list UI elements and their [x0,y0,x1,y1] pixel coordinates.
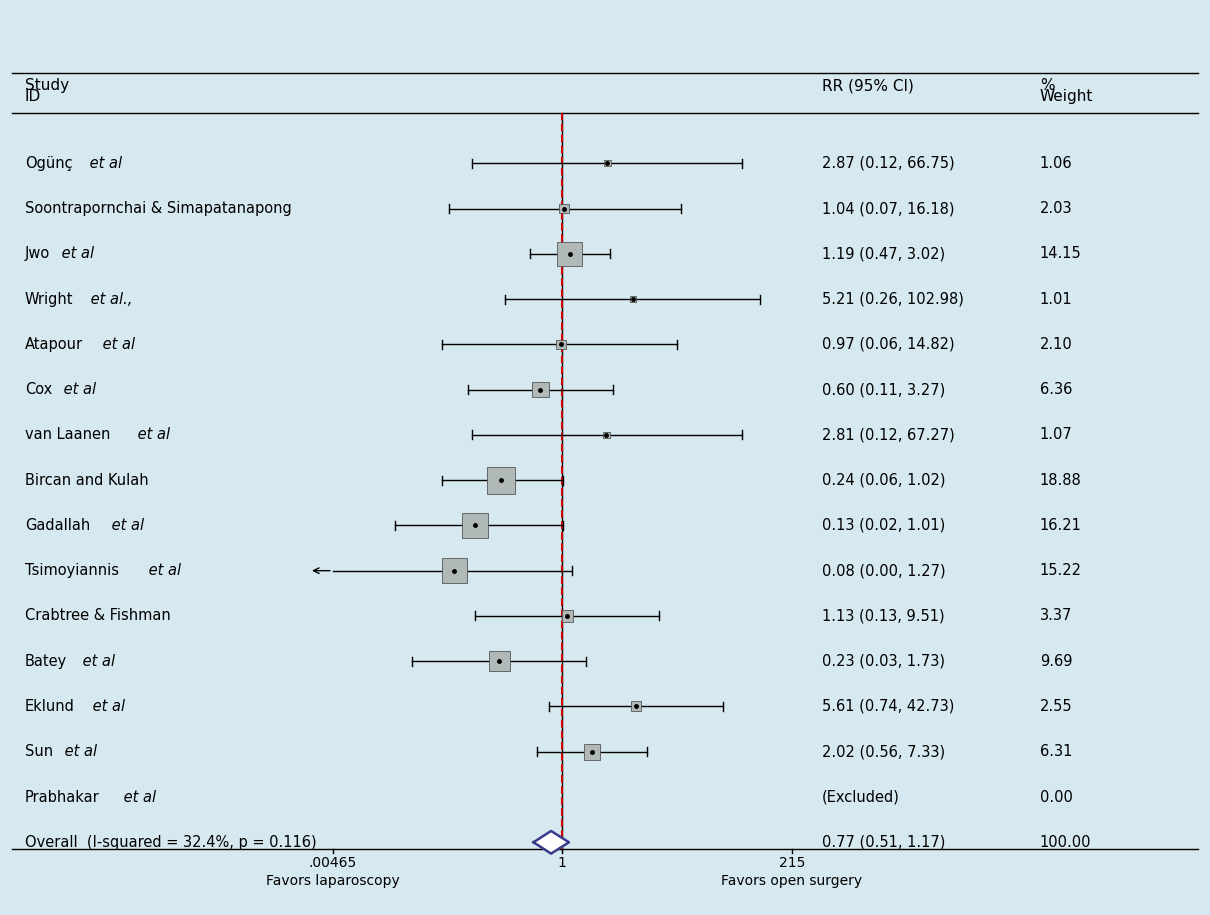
Text: %: % [1039,78,1054,93]
Text: van Laanen: van Laanen [25,427,110,442]
Text: et al: et al [79,653,115,669]
Text: Tsimoyiannis: Tsimoyiannis [25,563,119,578]
Text: Gadallah: Gadallah [25,518,91,533]
Text: 15.22: 15.22 [1039,563,1082,578]
Text: 2.81 (0.12, 67.27): 2.81 (0.12, 67.27) [822,427,955,442]
Text: Sun: Sun [25,744,53,759]
Text: et al: et al [108,518,144,533]
Text: Overall  (I-squared = 32.4%, p = 0.116): Overall (I-squared = 32.4%, p = 0.116) [25,834,317,850]
Bar [559,204,569,213]
Bar [558,242,582,265]
Bar [584,744,600,759]
Text: 0.13 (0.02, 1.01): 0.13 (0.02, 1.01) [822,518,945,533]
Text: 0.23 (0.03, 1.73): 0.23 (0.03, 1.73) [822,653,945,669]
Bar [629,296,636,302]
Text: 0.97 (0.06, 14.82): 0.97 (0.06, 14.82) [822,337,955,352]
Text: 2.03: 2.03 [1039,201,1072,216]
Bar [603,432,610,438]
Text: 1.19 (0.47, 3.02): 1.19 (0.47, 3.02) [822,246,945,262]
Text: 0.24 (0.06, 1.02): 0.24 (0.06, 1.02) [822,473,945,488]
Text: .00465: .00465 [309,856,357,870]
Text: 1.06: 1.06 [1039,156,1072,171]
Text: Study: Study [25,78,69,93]
Text: 0.00: 0.00 [1039,790,1072,804]
Bar [557,339,566,349]
Text: 6.31: 6.31 [1039,744,1072,759]
Text: RR (95% CI): RR (95% CI) [822,78,914,93]
Text: et al: et al [133,427,171,442]
Text: Eklund: Eklund [25,699,75,714]
Text: et al: et al [98,337,136,352]
Text: Favors laparoscopy: Favors laparoscopy [266,874,399,888]
Text: 1.01: 1.01 [1039,292,1072,307]
Text: 16.21: 16.21 [1039,518,1082,533]
Text: Favors open surgery: Favors open surgery [721,874,863,888]
Text: Weight: Weight [1039,89,1093,103]
Text: Wright: Wright [25,292,74,307]
Text: 2.02 (0.56, 7.33): 2.02 (0.56, 7.33) [822,744,945,759]
Text: Atapour: Atapour [25,337,83,352]
Text: 1.04 (0.07, 16.18): 1.04 (0.07, 16.18) [822,201,955,216]
Text: Batey: Batey [25,653,68,669]
Text: 215: 215 [779,856,805,870]
Text: 1.07: 1.07 [1039,427,1072,442]
Text: et al.,: et al., [86,292,133,307]
Text: 0.08 (0.00, 1.27): 0.08 (0.00, 1.27) [822,563,945,578]
Text: et al: et al [57,246,94,262]
Text: 3.37: 3.37 [1039,608,1072,623]
Text: 6.36: 6.36 [1039,382,1072,397]
Bar [442,558,467,583]
Text: 2.55: 2.55 [1039,699,1072,714]
Bar [462,512,488,538]
Text: 18.88: 18.88 [1039,473,1082,488]
Text: 5.61 (0.74, 42.73): 5.61 (0.74, 42.73) [822,699,955,714]
Polygon shape [534,831,569,854]
Text: Soontrapornchai & Simapatanapong: Soontrapornchai & Simapatanapong [25,201,292,216]
Text: Prabhakar: Prabhakar [25,790,99,804]
Text: ID: ID [25,89,41,103]
Text: 14.15: 14.15 [1039,246,1082,262]
Bar [489,651,509,671]
Text: et al: et al [85,156,122,171]
Text: 5.21 (0.26, 102.98): 5.21 (0.26, 102.98) [822,292,963,307]
Text: 0.60 (0.11, 3.27): 0.60 (0.11, 3.27) [822,382,945,397]
Text: et al: et al [144,563,181,578]
Text: Jwo: Jwo [25,246,50,262]
Text: Bircan and Kulah: Bircan and Kulah [25,473,149,488]
Text: Cox: Cox [25,382,52,397]
Text: (Excluded): (Excluded) [822,790,899,804]
Text: et al: et al [88,699,125,714]
Text: 0.77 (0.51, 1.17): 0.77 (0.51, 1.17) [822,834,945,850]
Text: 9.69: 9.69 [1039,653,1072,669]
Text: et al: et al [60,744,98,759]
Text: 1.13 (0.13, 9.51): 1.13 (0.13, 9.51) [822,608,944,623]
Bar [604,160,611,167]
Bar [561,610,574,621]
Text: 100.00: 100.00 [1039,834,1091,850]
Text: et al: et al [120,790,156,804]
Text: et al: et al [59,382,97,397]
Text: Crabtree & Fishman: Crabtree & Fishman [25,608,171,623]
Text: 2.10: 2.10 [1039,337,1072,352]
Bar [532,382,548,397]
Text: 1: 1 [558,856,566,870]
Bar [630,702,641,712]
Text: 2.87 (0.12, 66.75): 2.87 (0.12, 66.75) [822,156,955,171]
Text: Ogünç: Ogünç [25,156,73,171]
Bar [488,467,515,494]
